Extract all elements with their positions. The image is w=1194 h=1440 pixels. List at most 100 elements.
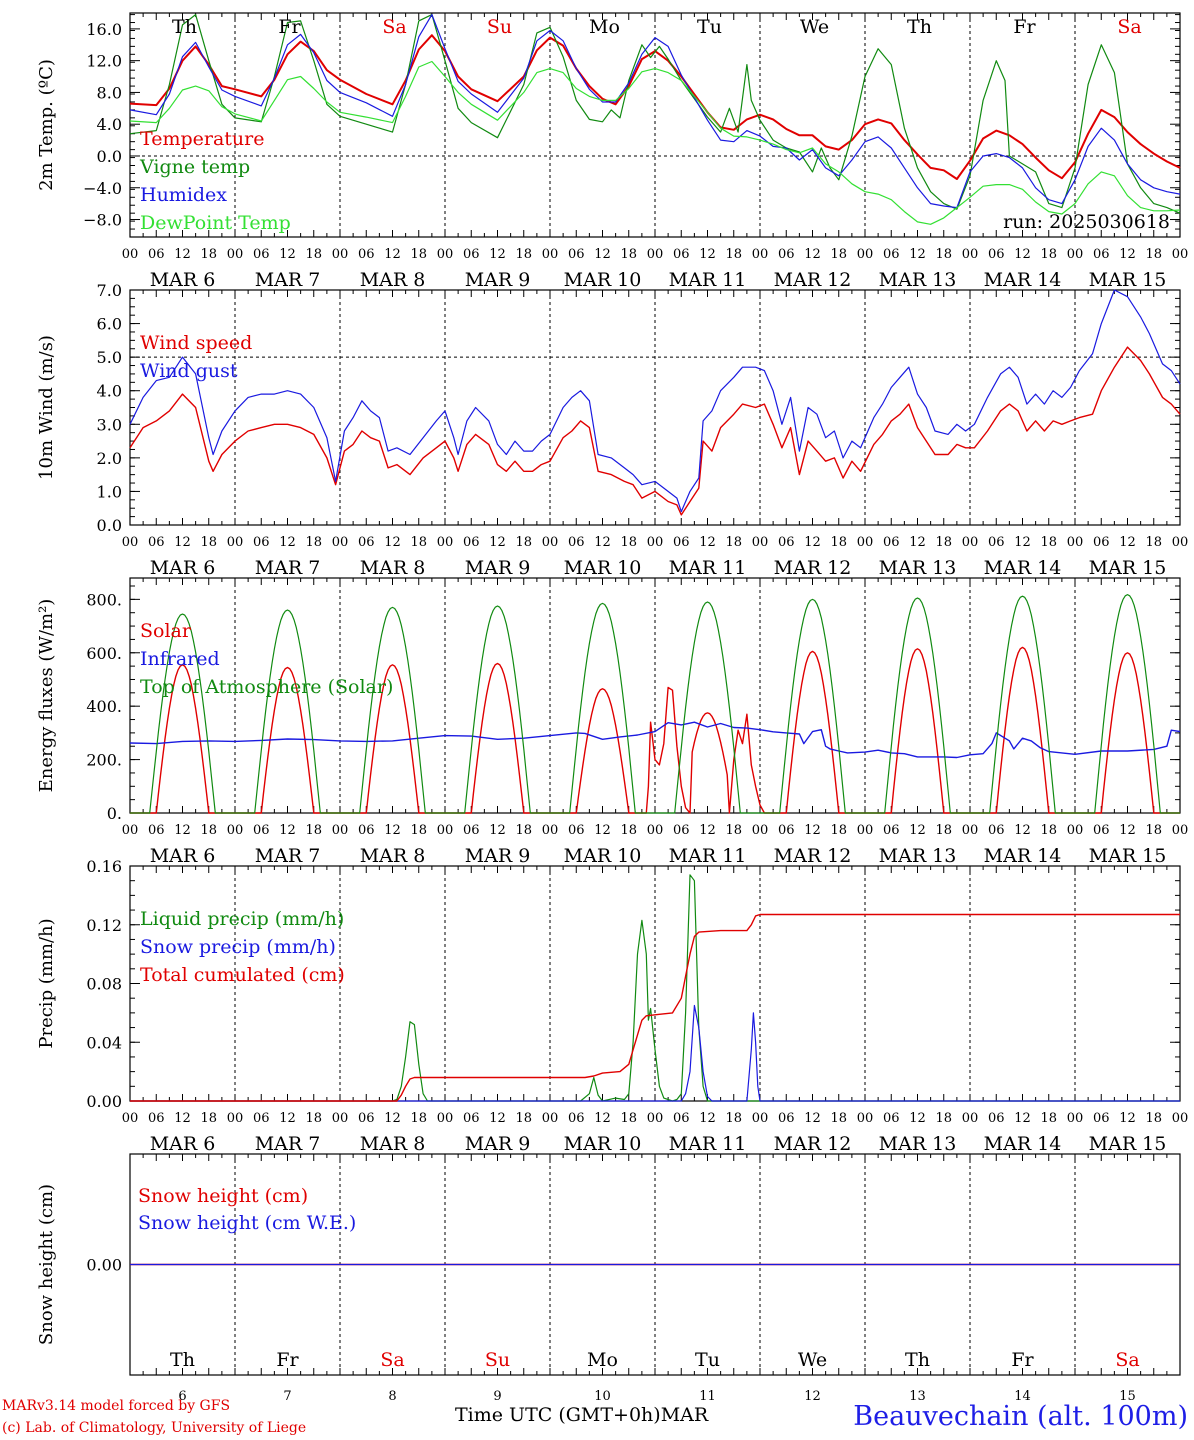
date-label: MAR 11 xyxy=(669,269,747,291)
hour-tick-label: 18 xyxy=(200,535,217,550)
station-name: Beauvechain (alt. 100m) xyxy=(853,1401,1188,1432)
hour-tick-label: 12 xyxy=(1014,535,1031,550)
hour-tick-label: 18 xyxy=(1145,1111,1162,1126)
day-name: Mo xyxy=(587,1349,618,1371)
hour-tick-label: 06 xyxy=(673,535,690,550)
hour-tick-label: 06 xyxy=(358,823,375,838)
y-tick-label: −8.0 xyxy=(83,211,122,230)
date-label: MAR 15 xyxy=(1089,845,1167,867)
date-label: MAR 12 xyxy=(774,845,852,867)
y-axis-label: Energy fluxes (W/m²) xyxy=(36,599,57,793)
hour-tick-label: 00 xyxy=(1067,535,1084,550)
hour-tick-label: 12 xyxy=(489,535,506,550)
legend-entry: Snow precip (mm/h) xyxy=(140,936,336,958)
hour-tick-label: 06 xyxy=(463,823,480,838)
hour-tick-label: 12 xyxy=(909,823,926,838)
legend-entry: DewPoint Temp xyxy=(140,212,291,234)
lab-credit: (c) Lab. of Climatology, University of L… xyxy=(2,1420,307,1436)
hour-tick-label: 12 xyxy=(804,823,821,838)
date-label: MAR 13 xyxy=(879,1133,957,1155)
day-name: We xyxy=(800,16,829,38)
series-line-wind-speed xyxy=(129,346,1181,516)
hour-tick-label: 18 xyxy=(830,247,847,262)
date-label: MAR 14 xyxy=(984,1133,1062,1155)
hour-tick-label: 06 xyxy=(988,247,1005,262)
hour-tick-label: 00 xyxy=(1067,823,1084,838)
series-line-snow-precip-mm-h- xyxy=(130,1004,1180,1102)
date-label: MAR 10 xyxy=(564,845,642,867)
hour-tick-label: 06 xyxy=(988,535,1005,550)
hour-tick-label: 12 xyxy=(594,1111,611,1126)
hour-tick-label: 12 xyxy=(174,823,191,838)
hour-tick-label: 06 xyxy=(568,1111,585,1126)
hour-tick-label: 12 xyxy=(279,1111,296,1126)
date-label: MAR 9 xyxy=(465,845,531,867)
plot-frame xyxy=(129,12,1181,238)
hour-tick-label: 00 xyxy=(752,1111,769,1126)
date-label: MAR 6 xyxy=(150,1133,216,1155)
hour-tick-label: 12 xyxy=(384,1111,401,1126)
panel-wind: 7.0 6.0 5.0 4.0 3.0 2.0 1.0 0.0 10m Wind (m/s) 00… xyxy=(36,281,1188,579)
hour-tick-label: 12 xyxy=(384,535,401,550)
y-tick-label: 800. xyxy=(86,590,122,609)
hour-tick-label: 06 xyxy=(253,535,270,550)
series-line-liquid-precip-mm-h- xyxy=(130,874,1180,1102)
date-label: MAR 8 xyxy=(360,269,426,291)
hour-tick-label: 06 xyxy=(883,823,900,838)
hour-tick-label: 00 xyxy=(542,823,559,838)
hour-tick-label: 00 xyxy=(962,823,979,838)
date-label: MAR 10 xyxy=(564,1133,642,1155)
hour-tick-label: 00 xyxy=(1067,1111,1084,1126)
hour-tick-label: 06 xyxy=(358,535,375,550)
hour-tick-label: 18 xyxy=(935,247,952,262)
panel-flux: 800. 600. 400. 200. 0. Energy fluxes (W/m²) 00… xyxy=(36,577,1189,867)
hour-tick-label: 06 xyxy=(463,247,480,262)
hour-tick-label: 06 xyxy=(883,247,900,262)
date-label: MAR 14 xyxy=(984,557,1062,579)
day-name: Th xyxy=(170,1349,195,1371)
hour-tick-label: 18 xyxy=(1040,823,1057,838)
legend-entry: Temperature xyxy=(140,128,264,150)
hour-tick-label: 06 xyxy=(568,247,585,262)
hour-tick-label: 12 xyxy=(804,535,821,550)
hour-tick-label: 06 xyxy=(988,823,1005,838)
date-number: 7 xyxy=(283,1389,291,1404)
hour-tick-label: 12 xyxy=(384,247,401,262)
date-label: MAR 11 xyxy=(669,845,747,867)
hour-tick-label: 00 xyxy=(1172,535,1189,550)
legend-entry: Top of Atmosphere (Solar) xyxy=(140,676,393,698)
hour-tick-label: 00 xyxy=(1172,823,1189,838)
hour-tick-label: 00 xyxy=(542,1111,559,1126)
y-tick-label: 0.04 xyxy=(86,1033,122,1052)
hour-tick-label: 12 xyxy=(1119,1111,1136,1126)
y-axis-label: 10m Wind (m/s) xyxy=(36,335,57,480)
hour-tick-label: 18 xyxy=(620,1111,637,1126)
hour-tick-label: 12 xyxy=(384,823,401,838)
day-name: Sa xyxy=(382,16,406,38)
date-label: MAR 6 xyxy=(150,269,216,291)
date-label: MAR 7 xyxy=(255,269,321,291)
date-label: MAR 7 xyxy=(255,557,321,579)
legend-entry: Wind speed xyxy=(140,332,252,354)
y-tick-label: 200. xyxy=(86,751,122,770)
y-axis-label: Precip (mm/h) xyxy=(36,918,57,1048)
series-line-temperature xyxy=(129,34,1181,180)
hour-tick-label: 18 xyxy=(725,535,742,550)
y-tick-label: 12.0 xyxy=(86,52,122,71)
hour-tick-label: 12 xyxy=(489,823,506,838)
hour-tick-label: 00 xyxy=(962,247,979,262)
panel-snow: 0.00 Snow height (cm) Snow height (cm) Snow… xyxy=(36,1153,1181,1404)
hour-tick-label: 06 xyxy=(988,1111,1005,1126)
y-tick-label: 0.16 xyxy=(86,857,122,876)
y-tick-label: 1.0 xyxy=(97,482,122,501)
hour-tick-label: 06 xyxy=(778,535,795,550)
date-label: MAR 9 xyxy=(465,557,531,579)
y-tick-label: 2.0 xyxy=(97,449,122,468)
hour-tick-label: 12 xyxy=(1014,247,1031,262)
hour-tick-label: 00 xyxy=(752,823,769,838)
hour-tick-label: 12 xyxy=(174,1111,191,1126)
hour-tick-label: 18 xyxy=(410,247,427,262)
y-tick-label: 4.0 xyxy=(97,115,122,134)
day-name: Th xyxy=(907,16,932,38)
